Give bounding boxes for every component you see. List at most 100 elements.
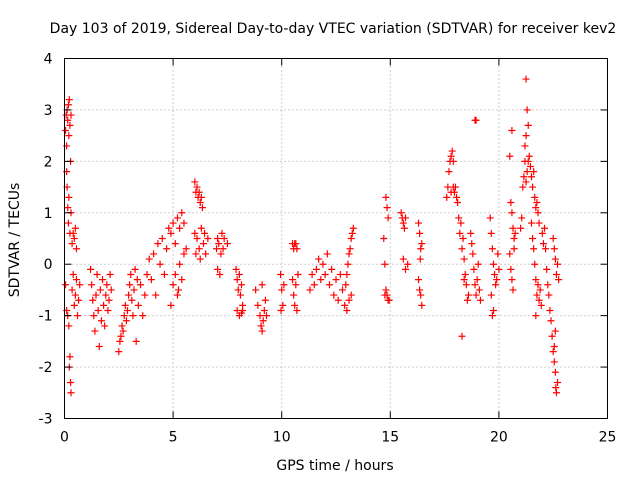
data-point	[548, 332, 556, 340]
data-point	[486, 214, 494, 222]
data-point	[343, 307, 351, 314]
data-point	[201, 229, 209, 237]
data-point	[517, 224, 525, 232]
data-point	[471, 281, 479, 289]
data-point	[134, 301, 142, 309]
plot-frame	[64, 58, 608, 419]
data-point	[178, 209, 186, 217]
data-point	[92, 291, 100, 299]
data-point	[529, 183, 537, 191]
data-point	[193, 183, 201, 191]
data-point	[289, 276, 297, 284]
data-point	[139, 312, 147, 320]
data-point	[175, 286, 183, 294]
data-point	[72, 276, 80, 284]
y-tick-label: 1	[44, 206, 53, 222]
data-point	[417, 291, 425, 299]
data-point	[551, 327, 559, 335]
data-point	[127, 271, 135, 278]
data-point	[472, 291, 480, 299]
data-point	[99, 276, 107, 284]
data-point	[527, 173, 535, 181]
data-point	[544, 281, 552, 289]
data-point	[103, 281, 111, 289]
data-point	[385, 296, 393, 304]
data-point	[328, 265, 336, 273]
data-point	[550, 343, 558, 350]
data-point	[128, 296, 136, 304]
data-point	[415, 219, 423, 227]
data-point	[143, 271, 151, 278]
data-point	[308, 271, 316, 278]
data-point	[178, 276, 186, 284]
y-tick-label: 0	[44, 257, 53, 273]
data-point	[381, 291, 389, 299]
data-point	[293, 245, 301, 253]
data-point	[532, 276, 540, 284]
data-point	[66, 121, 74, 129]
data-point	[236, 291, 244, 299]
data-point	[198, 204, 206, 212]
data-point	[551, 255, 559, 263]
data-point	[257, 322, 265, 330]
data-point	[312, 265, 320, 273]
data-point	[416, 229, 424, 237]
data-point	[416, 255, 424, 263]
data-point	[524, 157, 532, 165]
data-point	[538, 229, 546, 237]
data-point	[383, 204, 391, 212]
x-tick-label: 25	[599, 430, 617, 446]
data-point	[107, 286, 115, 294]
data-point	[541, 224, 549, 232]
data-point	[279, 301, 287, 309]
data-point	[449, 183, 457, 191]
data-point	[91, 327, 99, 335]
data-point	[173, 214, 181, 222]
data-point	[521, 142, 529, 150]
data-point	[381, 260, 389, 268]
data-point	[176, 260, 184, 268]
data-point	[87, 265, 95, 273]
data-point	[167, 301, 175, 309]
data-point	[526, 163, 534, 170]
data-point	[321, 271, 329, 278]
data-point	[126, 281, 134, 289]
data-point	[293, 307, 301, 314]
data-point	[348, 229, 356, 237]
data-point	[555, 276, 563, 284]
data-point	[215, 240, 223, 248]
data-point	[508, 209, 516, 217]
data-point	[176, 224, 184, 232]
data-point	[232, 265, 240, 273]
data-point	[89, 296, 97, 304]
data-point	[182, 245, 190, 253]
data-point	[549, 235, 557, 242]
data-point	[252, 286, 260, 294]
data-point	[463, 296, 471, 304]
data-point	[88, 281, 96, 289]
chart-title: Day 103 of 2019, Sidereal Day-to-day VTE…	[50, 21, 617, 37]
data-point	[533, 291, 541, 299]
data-point	[530, 245, 538, 253]
data-point	[158, 235, 166, 242]
data-point	[234, 286, 242, 294]
data-point	[397, 209, 405, 217]
data-point	[454, 199, 462, 206]
y-tick-label: -2	[39, 360, 53, 376]
data-point	[402, 214, 410, 222]
data-point	[191, 229, 199, 237]
data-point	[495, 265, 503, 273]
data-point	[76, 281, 84, 289]
data-point	[219, 245, 227, 253]
data-point	[533, 199, 541, 206]
data-point	[462, 281, 470, 289]
data-point	[552, 384, 560, 392]
data-point	[204, 235, 212, 242]
data-point	[154, 240, 162, 248]
data-point	[417, 245, 425, 253]
data-point	[518, 214, 526, 222]
data-point	[132, 337, 140, 345]
data-point	[94, 307, 102, 314]
data-point	[156, 260, 164, 268]
